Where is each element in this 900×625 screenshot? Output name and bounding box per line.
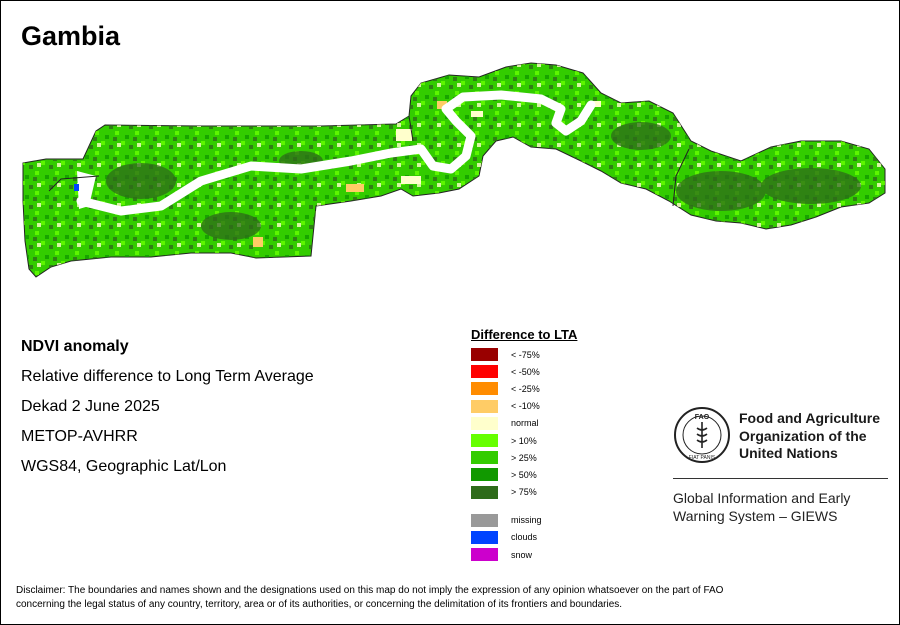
legend-item: < -10% (471, 398, 577, 415)
legend: Difference to LTA < -75% < -50% < -25% <… (471, 327, 577, 563)
period-label: Dekad 2 June 2025 (21, 398, 160, 415)
giews-name: Global Information and Early Warning Sys… (673, 490, 851, 524)
legend-item: < -50% (471, 363, 577, 380)
legend-classes: < -75% < -50% < -25% < -10% normal > 10%… (471, 346, 577, 501)
product-name: NDVI anomaly (21, 338, 129, 355)
admin-boundaries (48, 115, 690, 207)
legend-swatch (471, 434, 498, 448)
strong-positive-anomaly-areas (106, 122, 861, 240)
normal-areas (253, 101, 601, 247)
map-title: Gambia (21, 21, 121, 51)
legend-item: > 75% (471, 484, 577, 501)
divider (673, 478, 888, 479)
legend-item: > 50% (471, 466, 577, 483)
disclaimer: Disclaimer: The boundaries and names sho… (16, 585, 724, 610)
legend-item: missing (471, 512, 577, 529)
legend-swatch (471, 451, 498, 465)
cloud-pixel (74, 184, 79, 191)
legend-extra: missing clouds snow (471, 512, 577, 564)
legend-swatch (471, 485, 498, 499)
legend-swatch (471, 530, 498, 544)
legend-swatch (471, 365, 498, 379)
svg-text:FAO: FAO (695, 414, 710, 421)
svg-text:FIAT PANIS: FIAT PANIS (689, 455, 716, 461)
legend-swatch (471, 513, 498, 527)
legend-swatch (471, 468, 498, 482)
gambia-river (76, 90, 596, 216)
legend-swatch (471, 416, 498, 430)
legend-item: > 25% (471, 449, 577, 466)
river-estuary (77, 171, 96, 209)
legend-item: > 10% (471, 432, 577, 449)
legend-item: < -25% (471, 380, 577, 397)
fao-name: Food and Agriculture Organization of the… (739, 410, 881, 461)
projection-label: WGS84, Geographic Lat/Lon (21, 458, 227, 475)
sensor-label: METOP-AVHRR (21, 428, 138, 445)
legend-swatch (471, 382, 498, 396)
legend-item: normal (471, 415, 577, 432)
fao-logo-icon: FAO FIAT PANIS (674, 407, 730, 463)
legend-swatch (471, 548, 498, 562)
map-info: NDVI anomaly Relative difference to Long… (21, 332, 314, 482)
legend-item: snow (471, 546, 577, 563)
legend-swatch (471, 348, 498, 362)
legend-item: < -75% (471, 346, 577, 363)
legend-item: clouds (471, 529, 577, 546)
product-description: Relative difference to Long Term Average (21, 368, 314, 385)
legend-title: Difference to LTA (471, 327, 578, 342)
legend-swatch (471, 399, 498, 413)
